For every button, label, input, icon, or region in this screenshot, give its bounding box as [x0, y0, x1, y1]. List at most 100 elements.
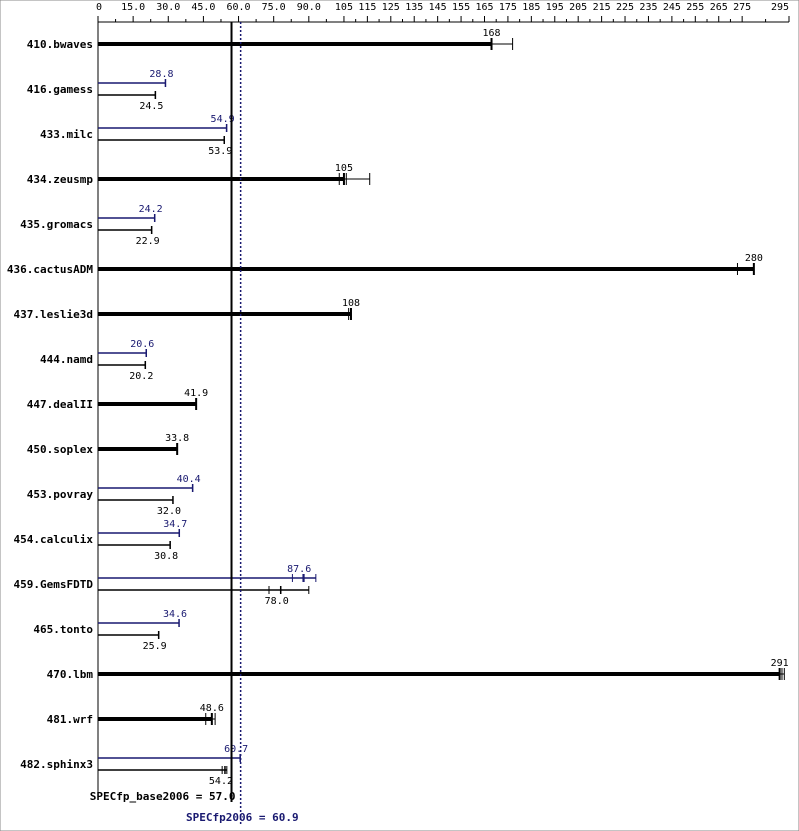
base-value-label: 22.9	[136, 236, 160, 247]
benchmark-row: 410.bwaves 168	[27, 28, 514, 51]
peak-value-label: 34.7	[163, 519, 187, 530]
peak-value-label: 60.7	[224, 744, 248, 755]
base-value-label: 108	[342, 298, 360, 309]
base-value-label: 78.0	[265, 596, 289, 607]
x-tick-label: 185	[522, 2, 540, 13]
x-tick-label: 255	[686, 2, 704, 13]
base-bar	[98, 267, 754, 271]
benchmark-row: 435.gromacs 24.2 22.9	[20, 204, 163, 247]
peak-value-label: 87.6	[287, 564, 311, 575]
benchmark-label: 410.bwaves	[27, 38, 93, 51]
base-value-label: 25.9	[143, 641, 167, 652]
peak-mean-label: SPECfp2006 = 60.9	[186, 811, 299, 824]
benchmark-row: 465.tonto 34.6 25.9	[33, 609, 187, 652]
benchmark-label: 447.dealII	[27, 398, 93, 411]
base-bar	[98, 672, 780, 676]
peak-value-label: 24.2	[139, 204, 163, 215]
peak-value-label: 20.6	[130, 339, 154, 350]
benchmark-row: 470.lbm 291	[47, 658, 789, 681]
benchmark-row: 450.soplex 33.8	[27, 433, 189, 456]
x-axis: 0 15.0 30.0 45.0 60.0 75.0 90.0 105 115 125 135 145…	[96, 2, 790, 800]
benchmark-row: 434.zeusmp 105	[27, 163, 371, 186]
benchmark-row: 459.GemsFDTD 87.6 78.0	[14, 564, 317, 607]
peak-value-label: 28.8	[149, 69, 173, 80]
benchmark-label: 481.wrf	[47, 713, 93, 726]
x-tick-label: 125	[382, 2, 400, 13]
benchmark-bars: 410.bwaves 168 416.gamess 28.8 24.5 433.milc 5…	[7, 28, 789, 787]
benchmark-row: 482.sphinx3 60.7 54.2	[20, 744, 248, 787]
x-tick-label: 295	[771, 2, 789, 13]
x-tick-label: 215	[593, 2, 611, 13]
x-tick-label: 165	[475, 2, 493, 13]
base-bar	[98, 177, 344, 181]
benchmark-label: 465.tonto	[33, 623, 93, 636]
peak-value-label: 40.4	[177, 474, 201, 485]
base-value-label: 280	[745, 253, 763, 264]
benchmark-label: 450.soplex	[27, 443, 94, 456]
benchmark-label: 444.namd	[40, 353, 93, 366]
x-tick-label: 135	[405, 2, 423, 13]
x-tick-label: 175	[499, 2, 517, 13]
base-value-label: 53.9	[208, 146, 232, 157]
x-tick-label: 245	[663, 2, 681, 13]
base-value-label: 54.2	[209, 776, 233, 787]
x-tick-label: 195	[546, 2, 564, 13]
peak-value-label: 34.6	[163, 609, 187, 620]
x-tick-label: 145	[429, 2, 447, 13]
base-bar	[98, 717, 212, 721]
summary-lines: SPECfp_base2006 = 57.0 SPECfp2006 = 60.9	[90, 22, 299, 825]
base-value-label: 168	[482, 28, 500, 39]
base-bar	[98, 42, 492, 46]
x-tick-label: 205	[569, 2, 587, 13]
base-value-label: 105	[335, 163, 353, 174]
base-value-label: 24.5	[139, 101, 163, 112]
benchmark-row: 454.calculix 34.7 30.8	[14, 519, 188, 562]
x-tick-label: 265	[710, 2, 728, 13]
benchmark-label: 482.sphinx3	[20, 758, 93, 771]
x-tick-label: 235	[639, 2, 657, 13]
benchmark-label: 416.gamess	[27, 83, 93, 96]
benchmark-row: 447.dealII 41.9	[27, 388, 208, 411]
benchmark-row: 436.cactusADM 280	[7, 253, 763, 276]
base-bar	[98, 312, 351, 316]
benchmark-row: 453.povray 40.4 32.0	[27, 474, 201, 517]
base-value-label: 41.9	[184, 388, 208, 399]
x-tick-label: 155	[452, 2, 470, 13]
x-tick-label: 275	[733, 2, 751, 13]
base-bar	[98, 447, 178, 451]
benchmark-row: 416.gamess 28.8 24.5	[27, 69, 174, 112]
base-value-label: 30.8	[154, 551, 178, 562]
x-tick-label: 0	[96, 2, 102, 13]
x-tick-label: 45.0	[191, 2, 215, 13]
benchmark-label: 435.gromacs	[20, 218, 93, 231]
x-tick-label: 105	[335, 2, 353, 13]
x-tick-label: 30.0	[156, 2, 180, 13]
base-value-label: 48.6	[200, 703, 224, 714]
x-tick-label: 115	[358, 2, 376, 13]
x-tick-label: 60.0	[226, 2, 250, 13]
benchmark-label: 459.GemsFDTD	[14, 578, 94, 591]
x-tick-label: 225	[616, 2, 634, 13]
benchmark-row: 433.milc 54.9 53.9	[40, 114, 235, 157]
benchmark-row: 444.namd 20.6 20.2	[40, 339, 154, 382]
base-mean-label: SPECfp_base2006 = 57.0	[90, 790, 236, 803]
benchmark-label: 433.milc	[40, 128, 93, 141]
benchmark-row: 481.wrf 48.6	[47, 703, 224, 726]
benchmark-row: 437.leslie3d 108	[14, 298, 360, 321]
base-value-label: 33.8	[165, 433, 189, 444]
base-value-label: 20.2	[129, 371, 153, 382]
benchmark-label: 437.leslie3d	[14, 308, 93, 321]
base-value-label: 32.0	[157, 506, 181, 517]
benchmark-label: 454.calculix	[14, 533, 94, 546]
benchmark-label: 434.zeusmp	[27, 173, 94, 186]
benchmark-label: 470.lbm	[47, 668, 94, 681]
benchmark-label: 436.cactusADM	[7, 263, 93, 276]
x-tick-label: 15.0	[121, 2, 145, 13]
base-value-label: 291	[771, 658, 789, 669]
x-tick-label: 75.0	[262, 2, 286, 13]
benchmark-label: 453.povray	[27, 488, 94, 501]
peak-value-label: 54.9	[211, 114, 235, 125]
x-tick-label: 90.0	[297, 2, 321, 13]
